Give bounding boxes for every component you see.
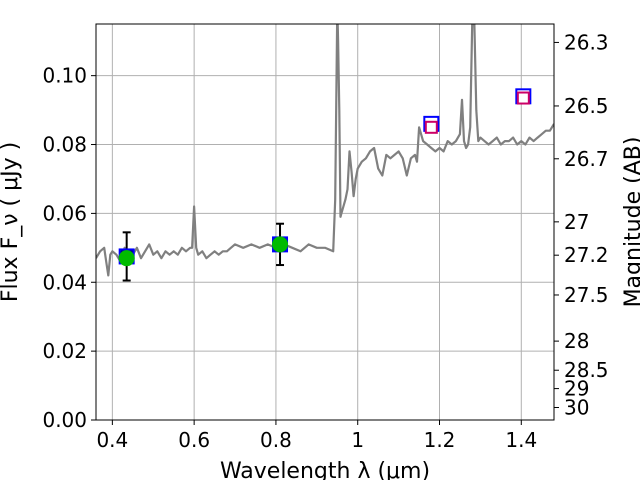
synthetic-photometry-point: [118, 250, 135, 267]
magnitude-tick-label: 29: [564, 377, 589, 401]
y-axis-ticks: 0.00 0.02 0.04 0.06 0.08 0.10: [42, 64, 96, 432]
magnitude-tick-label: 26.3: [564, 30, 609, 54]
model-point: [424, 120, 438, 134]
x-tick-label: 1: [351, 428, 364, 452]
y-axis-label: Flux F_ν ( μJy ): [0, 142, 23, 302]
magnitude-tick-label: 27.2: [564, 243, 609, 267]
magnitude-tick-label: 28.5: [564, 358, 609, 382]
magnitude-tick-label: 27: [564, 210, 589, 234]
magnitude-tick-label: 28: [564, 329, 589, 353]
x-tick-label: 1.2: [424, 428, 456, 452]
x-tick-label: 1.4: [505, 428, 537, 452]
x-tick-label: 0.4: [96, 428, 128, 452]
x-axis-label: Wavelength λ (μm): [220, 459, 430, 480]
y-tick-label: 0.02: [42, 339, 87, 363]
x-tick-label: 0.6: [178, 428, 210, 452]
magnitude-tick-label: 27.5: [564, 283, 609, 307]
sed-spectrum-line: [96, 24, 554, 277]
magnitude-tick-label: 26.7: [564, 147, 609, 171]
magnitude-tick-label: 30: [564, 395, 589, 419]
plot-area: [96, 24, 554, 282]
y-tick-label: 0.00: [42, 408, 87, 432]
y-tick-label: 0.06: [42, 201, 87, 225]
synthetic-photometry-point: [272, 236, 289, 253]
y-tick-label: 0.08: [42, 133, 87, 157]
model-point: [516, 91, 530, 105]
x-tick-label: 0.8: [260, 428, 292, 452]
magnitude-axis-label: Magnitude (AB): [621, 137, 640, 308]
y-tick-label: 0.10: [42, 64, 87, 88]
y-tick-label: 0.04: [42, 270, 87, 294]
magnitude-tick-label: 26.5: [564, 94, 609, 118]
x-axis-ticks: 0.4 0.6 0.8 1 1.2 1.4: [96, 420, 537, 452]
